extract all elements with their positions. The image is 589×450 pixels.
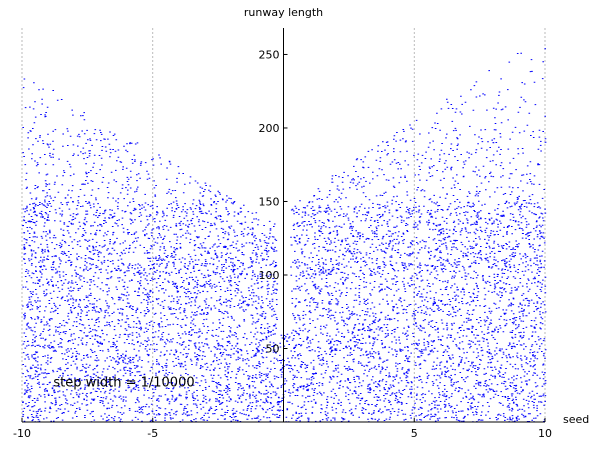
scatter-points: [22, 48, 547, 423]
y-tick-label: 100: [259, 269, 280, 282]
x-tick-label: 10: [538, 427, 552, 440]
axes: [22, 28, 545, 423]
data-points: [22, 48, 547, 423]
x-tick-label: -10: [13, 427, 31, 440]
y-tick-label: 150: [259, 195, 280, 208]
x-axis-label: seed: [563, 413, 589, 426]
y-tick-label: 50: [266, 342, 280, 355]
x-tick-label: -5: [147, 427, 158, 440]
y-tick-label: 200: [259, 122, 280, 135]
x-tick-label: 5: [411, 427, 418, 440]
axis-ticks: -10 -5 5 10 50 100 150 200 250: [13, 48, 552, 440]
chart-title: runway length: [244, 6, 323, 19]
step-width-annotation: step width = 1/10000: [53, 375, 194, 390]
y-tick-label: 250: [259, 48, 280, 61]
grid-lines: [21, 28, 546, 422]
